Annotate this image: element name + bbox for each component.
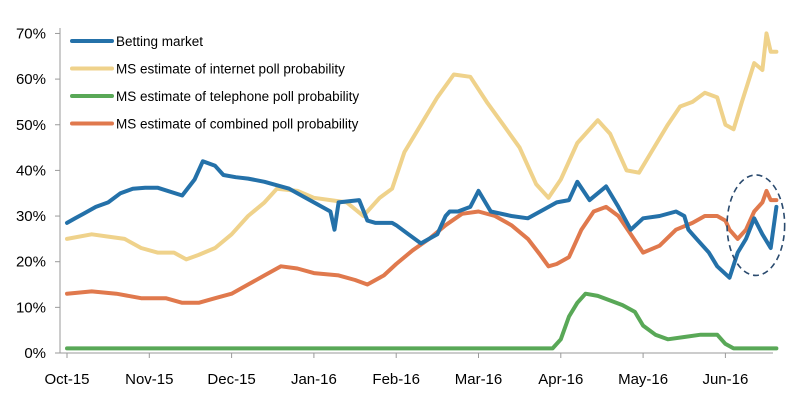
x-tick-label: Feb-16	[372, 371, 420, 388]
series-layer	[65, 31, 779, 351]
legend: Betting market MS estimate of internet po…	[70, 34, 359, 132]
x-tick-label: Nov-15	[125, 371, 173, 388]
y-tick-label: 30%	[16, 208, 46, 225]
y-tick-label: 40%	[16, 162, 46, 179]
y-tick-label: 0%	[24, 345, 46, 362]
x-tick-label: Jun-16	[702, 371, 748, 388]
y-tick-label: 60%	[16, 71, 46, 88]
series-line-ms-estimate-of-internet-poll-probability	[65, 31, 779, 262]
y-tick-label: 20%	[16, 254, 46, 271]
annotation-layer	[726, 174, 786, 277]
chart-axes: 0% 10% 20% 30% 40% 50% 60% 70% Oct-15 Nov-15 Dec-1…	[16, 25, 773, 388]
y-tick-label: 10%	[16, 299, 46, 316]
x-tick-label: Jan-16	[291, 371, 337, 388]
x-tick-label: Apr-16	[538, 371, 583, 388]
legend-label: MS estimate of combined poll probability	[116, 117, 359, 132]
x-tick-label: May-16	[618, 371, 668, 388]
y-tick-label: 50%	[16, 117, 46, 134]
series-line-ms-estimate-of-telephone-poll-probability	[65, 291, 779, 351]
y-tick-label: 70%	[16, 25, 46, 42]
x-tick-label: Dec-15	[207, 371, 255, 388]
legend-label: Betting market	[116, 34, 203, 49]
highlight-ellipse	[726, 174, 786, 277]
x-tick-label: Oct-15	[44, 371, 89, 388]
series-line-ms-estimate-of-combined-poll-probability	[65, 188, 779, 305]
series-line-betting-market	[65, 159, 779, 280]
x-tick-label: Mar-16	[455, 371, 503, 388]
legend-label: MS estimate of internet poll probability	[116, 62, 345, 77]
legend-label: MS estimate of telephone poll probabilit…	[116, 89, 359, 104]
